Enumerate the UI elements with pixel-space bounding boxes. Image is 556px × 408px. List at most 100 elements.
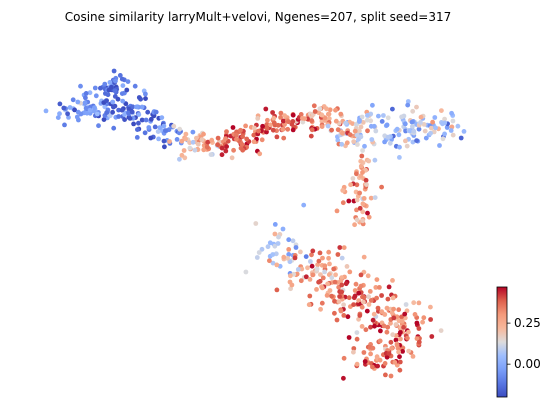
scatter-point — [382, 361, 388, 366]
scatter-point — [322, 269, 327, 275]
scatter-point — [104, 98, 109, 103]
scatter-point — [201, 147, 207, 153]
scatter-point — [107, 80, 113, 85]
scatter-point — [240, 147, 246, 153]
scatter-point — [346, 335, 352, 340]
scatter-point — [329, 275, 335, 281]
scatter-point — [386, 284, 392, 290]
scatter-point — [280, 226, 286, 232]
scatter-point — [251, 139, 257, 145]
scatter-point — [98, 85, 103, 91]
colorbar: 0.00 0.25 — [496, 286, 541, 398]
scatter-point — [391, 306, 396, 312]
colorbar-tick-label: 0.00 — [514, 357, 541, 371]
scatter-point — [439, 108, 444, 113]
scatter-point — [358, 124, 364, 130]
scatter-point — [390, 295, 396, 301]
scatter-point — [326, 111, 332, 117]
scatter-point — [414, 138, 419, 144]
scatter-point — [366, 158, 372, 164]
scatter-point — [119, 76, 125, 82]
scatter-point — [314, 287, 319, 292]
scatter-point — [398, 329, 403, 335]
scatter-point — [161, 123, 167, 129]
scatter-point — [122, 112, 127, 117]
scatter-point — [272, 222, 278, 227]
scatter-point — [303, 254, 309, 259]
scatter-point — [388, 320, 393, 326]
scatter-point — [318, 306, 323, 312]
scatter-point — [374, 295, 379, 301]
scatter-point — [341, 245, 347, 251]
scatter-point — [333, 107, 338, 113]
scatter-point — [397, 359, 403, 365]
scatter-point — [350, 121, 355, 126]
scatter-point — [410, 354, 416, 359]
scatter-point — [361, 294, 367, 300]
scatter-point — [286, 247, 292, 252]
scatter-point — [403, 138, 408, 144]
scatter-point — [257, 151, 263, 157]
scatter-point — [433, 125, 438, 131]
scatter-point — [449, 110, 454, 116]
scatter-point — [298, 278, 304, 284]
scatter-point — [75, 99, 81, 105]
scatter-point — [306, 302, 312, 308]
scatter-point — [317, 106, 323, 112]
scatter-point — [111, 68, 117, 74]
scatter-point — [187, 145, 193, 151]
scatter-point — [382, 139, 387, 145]
scatter-point — [286, 119, 291, 125]
scatter-point — [264, 122, 270, 127]
scatter-point — [254, 255, 260, 260]
scatter-point — [143, 117, 149, 123]
scatter-point — [366, 302, 372, 307]
scatter-point — [351, 139, 357, 145]
scatter-point — [286, 252, 292, 257]
scatter-point — [370, 345, 376, 351]
scatter-point — [194, 135, 199, 141]
scatter-point — [344, 264, 350, 269]
scatter-point — [448, 128, 454, 133]
scatter-point — [362, 143, 367, 149]
scatter-point — [351, 349, 356, 355]
scatter-point — [354, 217, 360, 223]
scatter-point — [312, 109, 318, 114]
scatter-point — [309, 263, 315, 269]
scatter-point — [416, 339, 422, 345]
scatter-point — [92, 85, 98, 91]
scatter-point — [379, 309, 385, 314]
scatter-point — [298, 112, 304, 117]
scatter-point — [327, 107, 333, 113]
scatter-point — [111, 125, 117, 131]
scatter-point — [397, 367, 403, 373]
scatter-point — [368, 351, 373, 357]
scatter-point — [190, 129, 196, 135]
scatter-point — [360, 148, 365, 153]
scatter-point — [346, 198, 352, 204]
scatter-point — [402, 121, 408, 127]
scatter-point — [326, 255, 331, 261]
scatter-point — [275, 122, 281, 128]
scatter-point — [253, 221, 259, 226]
scatter-point — [442, 116, 447, 122]
scatter-point — [215, 135, 221, 141]
scatter-point — [354, 207, 359, 213]
scatter-point — [278, 110, 284, 116]
scatter-point — [442, 120, 448, 126]
scatter-point — [274, 134, 280, 140]
scatter-point — [341, 302, 346, 308]
scatter-point — [124, 87, 130, 93]
scatter-point — [428, 130, 433, 136]
scatter-point — [358, 272, 364, 278]
scatter-point — [354, 182, 360, 188]
scatter-point — [370, 102, 375, 108]
scatter-point — [209, 137, 215, 143]
scatter-point — [116, 114, 122, 119]
scatter-point — [177, 156, 182, 162]
colorbar-ticks: 0.00 0.25 — [507, 316, 541, 371]
scatter-point — [122, 117, 127, 122]
scatter-point — [143, 91, 148, 97]
scatter-point — [65, 111, 70, 117]
scatter-point — [87, 107, 93, 113]
